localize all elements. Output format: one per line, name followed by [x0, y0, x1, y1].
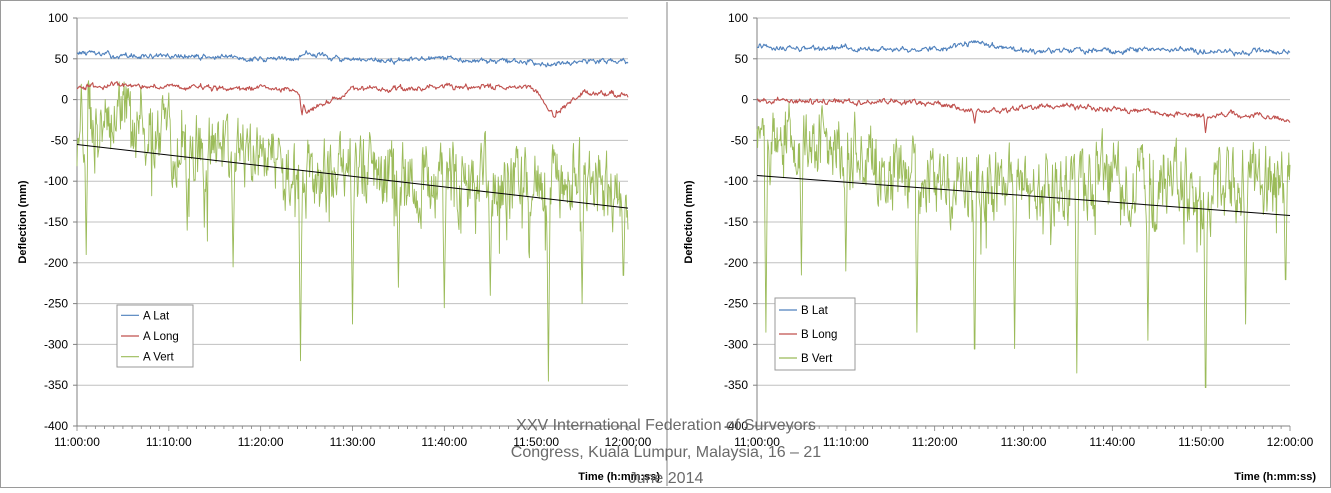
y-tick-label: -300 [44, 337, 68, 351]
y-tick-label: 100 [48, 11, 68, 25]
x-tick-label: 11:30:00 [330, 435, 376, 449]
y-tick-label: -150 [44, 215, 68, 229]
legend: B Lat B Long B Vert [774, 297, 856, 371]
y-tick-label: -50 [731, 133, 749, 147]
series-line-a-lat [76, 50, 629, 68]
x-tick-label: 11:00:00 [734, 435, 780, 449]
y-tick-label: -200 [724, 256, 748, 270]
series-line-b-long [756, 96, 1291, 134]
y-axis-title: Deflection (mm) [683, 180, 695, 263]
y-axis-title: Deflection (mm) [17, 180, 29, 263]
chart-panel-b: 100 50 0 -50 -100 -150 -200 -250 -300 -350 -400 11:… [683, 11, 1316, 483]
x-tick-label: 11:30:00 [1001, 435, 1047, 449]
legend-entry: A Vert [143, 352, 174, 364]
footer-text: XXV International Federation of Surveyor… [511, 417, 822, 487]
y-tick-label: 0 [61, 93, 68, 107]
x-tick-label: 11:40:00 [421, 435, 467, 449]
legend-entry: B Lat [801, 305, 829, 317]
series-line-b-vert [756, 102, 1291, 389]
x-tick-label: 11:40:00 [1089, 435, 1135, 449]
x-tick-label: 11:50:00 [513, 435, 559, 449]
x-tick-label: 12:00:00 [605, 435, 652, 449]
y-tick-label: -350 [44, 378, 68, 392]
series-line-a-long [76, 81, 629, 118]
y-tick-label: 50 [735, 52, 749, 66]
y-tick-label: -100 [724, 174, 748, 188]
x-axis-title: Time (h:mm:ss) [1234, 471, 1316, 483]
x-tick-label: 11:20:00 [238, 435, 284, 449]
legend: A Lat A Long A Vert [116, 304, 194, 368]
x-tick-label: 11:20:00 [912, 435, 958, 449]
footer-line-3: June 2014 [629, 470, 704, 487]
y-tick-label: -300 [724, 337, 748, 351]
x-axis-title: Time (h:mm:ss) [578, 471, 660, 483]
y-tick-label: -400 [724, 419, 748, 433]
footer-line-1: XXV International Federation of Surveyor… [516, 417, 816, 434]
y-tick-label: -200 [44, 256, 68, 270]
y-tick-label: -150 [724, 215, 748, 229]
x-tick-label: 11:50:00 [1178, 435, 1224, 449]
y-tick-label: -50 [51, 133, 69, 147]
y-tick-label: -350 [724, 378, 748, 392]
y-tick-label: -250 [724, 297, 748, 311]
x-tick-label: 11:10:00 [146, 435, 192, 449]
x-tick-label: 12:00:00 [1267, 435, 1314, 449]
x-tick-label: 11:10:00 [823, 435, 869, 449]
y-tick-label: -100 [44, 174, 68, 188]
legend-entry: B Long [801, 329, 837, 341]
y-tick-label: 50 [55, 52, 69, 66]
series-line-a-vert [76, 80, 629, 382]
y-tick-label: -400 [44, 419, 68, 433]
y-tick-label: 0 [741, 93, 748, 107]
trendline [76, 143, 629, 209]
x-tick-label: 11:00:00 [54, 435, 100, 449]
trendline [756, 174, 1291, 216]
y-tick-label: 100 [728, 11, 748, 25]
legend-entry: A Lat [143, 310, 170, 322]
y-tick-label: -250 [44, 297, 68, 311]
footer-line-2: Congress, Kuala Lumpur, Malaysia, 16 – 2… [511, 444, 822, 461]
legend-entry: A Long [143, 331, 179, 343]
legend-entry: B Vert [801, 353, 833, 365]
chart-panel-a: 100 50 0 -50 -100 -150 -200 -250 -300 -350 -400 11:… [17, 11, 660, 483]
series-line-b-lat [756, 40, 1291, 57]
